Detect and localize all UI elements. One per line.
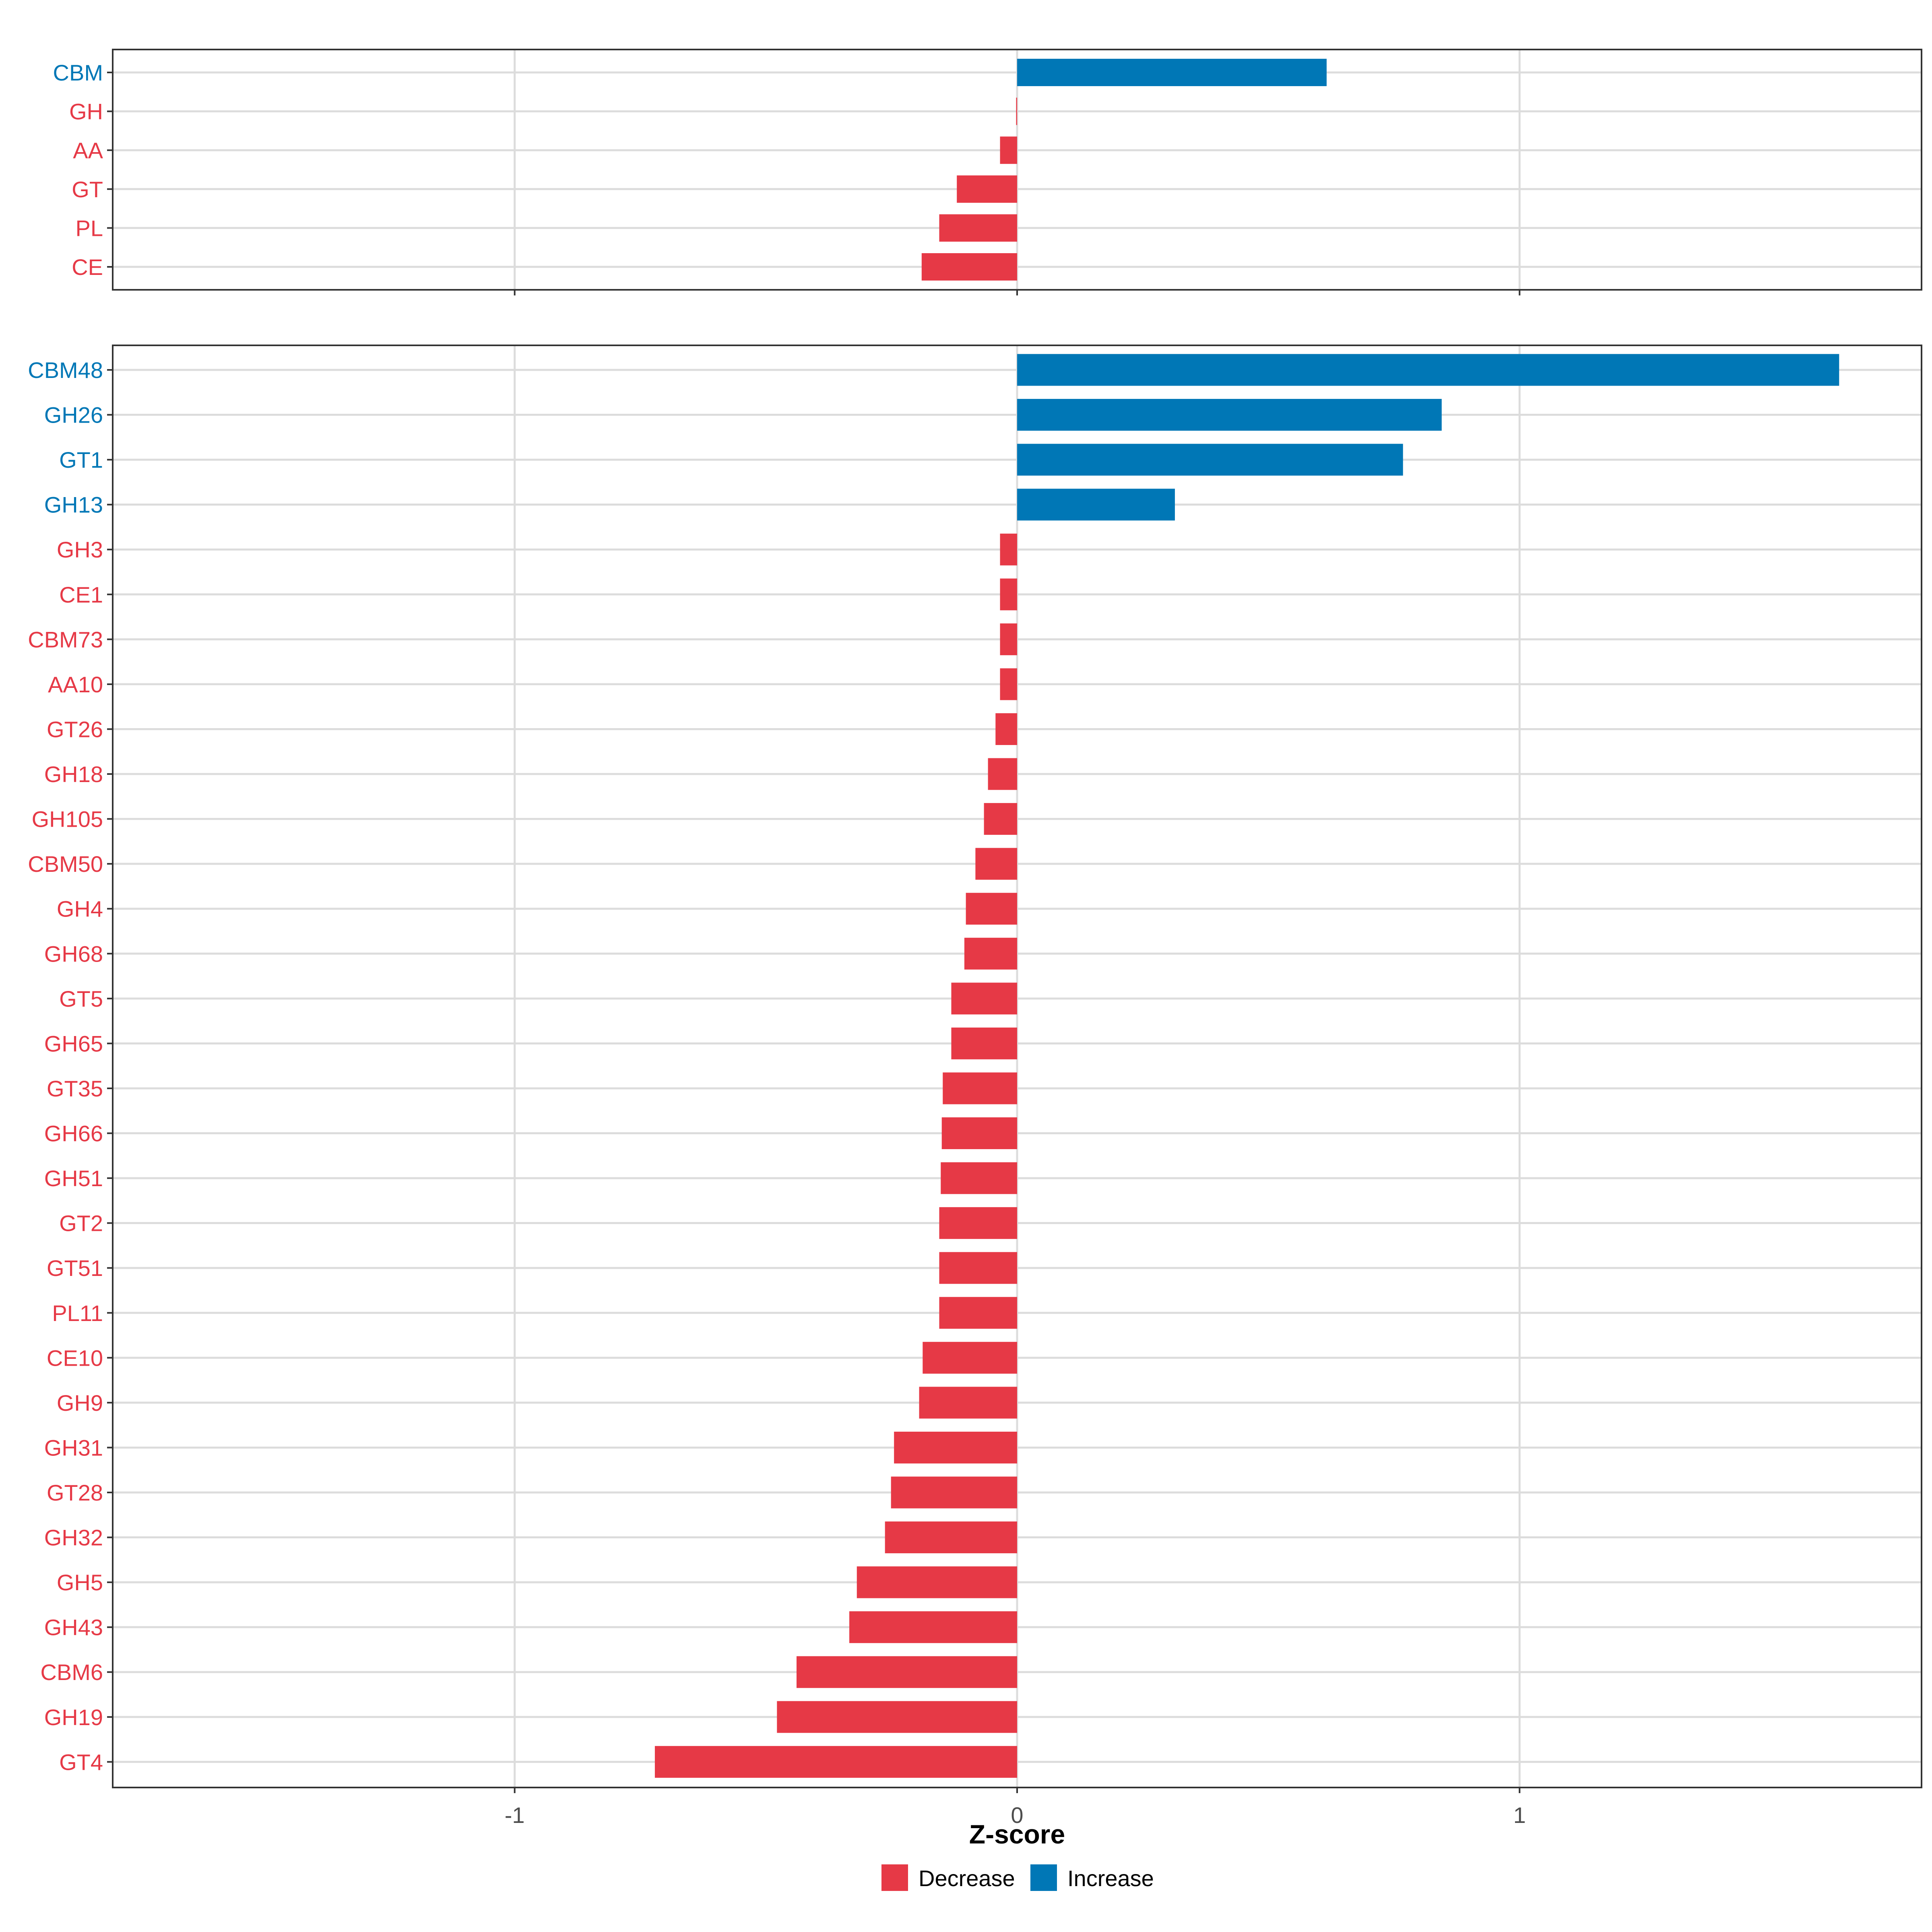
bar-GT28 bbox=[891, 1476, 1017, 1509]
bar-CE bbox=[921, 253, 1017, 281]
category-label: CE10 bbox=[47, 1345, 103, 1371]
bar-GT35 bbox=[943, 1072, 1017, 1104]
bar-GT5 bbox=[951, 983, 1017, 1015]
x-tick-label: -1 bbox=[505, 1802, 525, 1828]
bar-CBM48 bbox=[1017, 354, 1839, 386]
bar-GH68 bbox=[964, 937, 1017, 970]
bar-AA10 bbox=[1000, 668, 1017, 700]
category-label: GH18 bbox=[44, 762, 103, 787]
category-label: GH32 bbox=[44, 1525, 103, 1550]
bar-GH26 bbox=[1017, 399, 1442, 431]
x-tick-label: 0 bbox=[1011, 1802, 1023, 1828]
bar-GT51 bbox=[939, 1252, 1017, 1284]
legend: Decrease Increase bbox=[881, 1864, 1154, 1891]
category-label: GT bbox=[72, 177, 103, 202]
panel-class: CBM GH AA GT PL CE bbox=[53, 49, 1922, 295]
bar-GH31 bbox=[894, 1431, 1017, 1463]
x-tick-label: 1 bbox=[1513, 1802, 1526, 1828]
bar-GT1 bbox=[1017, 444, 1403, 476]
category-label: GH31 bbox=[44, 1435, 103, 1460]
bar-GH18 bbox=[988, 758, 1017, 790]
category-label: AA10 bbox=[48, 672, 103, 697]
category-label: GT28 bbox=[47, 1480, 103, 1505]
bar-GH51 bbox=[941, 1162, 1017, 1194]
category-label: GH19 bbox=[44, 1705, 103, 1730]
legend-label-increase: Increase bbox=[1067, 1866, 1154, 1891]
category-label: GH68 bbox=[44, 941, 103, 966]
bar-AA bbox=[1000, 136, 1017, 164]
category-label: GT2 bbox=[59, 1211, 103, 1236]
bar-GH3 bbox=[1000, 533, 1017, 566]
category-label: CE1 bbox=[59, 582, 103, 607]
panel-border bbox=[112, 49, 1922, 291]
category-label: GH5 bbox=[57, 1570, 103, 1595]
bar-GH4 bbox=[966, 893, 1017, 925]
bar-GT26 bbox=[995, 713, 1017, 745]
category-label: CBM6 bbox=[40, 1660, 103, 1685]
legend-label-decrease: Decrease bbox=[919, 1866, 1015, 1891]
category-label: GH4 bbox=[57, 896, 103, 922]
bar-GH66 bbox=[941, 1117, 1017, 1150]
bar-GH32 bbox=[885, 1521, 1017, 1554]
category-label: GH9 bbox=[57, 1390, 103, 1416]
bar-GT2 bbox=[939, 1207, 1017, 1239]
bar-GH19 bbox=[777, 1701, 1017, 1733]
bar-GT4 bbox=[654, 1746, 1017, 1778]
category-label: GH3 bbox=[57, 537, 103, 562]
category-label: GH66 bbox=[44, 1121, 103, 1146]
category-label: GH51 bbox=[44, 1166, 103, 1191]
category-label: GT26 bbox=[47, 716, 103, 742]
bar-CBM73 bbox=[1000, 623, 1017, 655]
category-label: GT51 bbox=[47, 1255, 103, 1281]
bar-PL11 bbox=[939, 1297, 1017, 1329]
bar-GH5 bbox=[857, 1566, 1017, 1598]
category-label: CE bbox=[72, 254, 103, 280]
bar-GH43 bbox=[849, 1611, 1017, 1643]
category-label: CBM48 bbox=[28, 357, 103, 383]
bar-GH105 bbox=[984, 803, 1017, 835]
category-label: CBM73 bbox=[28, 627, 103, 652]
bar-GH65 bbox=[951, 1027, 1017, 1059]
bar-GH bbox=[1016, 97, 1017, 125]
bar-PL bbox=[939, 214, 1017, 242]
category-label: GH105 bbox=[32, 807, 103, 832]
category-label: GT35 bbox=[47, 1076, 103, 1101]
bar-GT bbox=[957, 175, 1017, 203]
bar-CBM bbox=[1017, 59, 1327, 86]
category-label: CBM bbox=[53, 60, 103, 85]
panel-family: CBM48 GH26 GT1 GH13 GH3 CE1 CBM73 AA10 GT26 GH18 G… bbox=[28, 345, 1922, 1793]
category-label: GH bbox=[69, 99, 103, 124]
category-label: PL11 bbox=[52, 1300, 103, 1326]
panel-border bbox=[112, 345, 1922, 1788]
bar-GH9 bbox=[919, 1387, 1017, 1419]
category-label: GH65 bbox=[44, 1031, 103, 1056]
bar-CE10 bbox=[923, 1342, 1017, 1374]
bar-CBM6 bbox=[796, 1656, 1017, 1688]
chart-panels: CBM GH AA GT PL CE CBM48 GH26 GT1 GH13 GH3 CE1 CBM73… bbox=[28, 49, 1922, 1828]
category-label: GH26 bbox=[44, 402, 103, 428]
category-label: GT4 bbox=[59, 1749, 103, 1775]
bar-CBM50 bbox=[975, 848, 1017, 880]
x-axis-title: Z-score bbox=[969, 1819, 1065, 1849]
category-label: AA bbox=[73, 138, 103, 163]
bar-CE1 bbox=[1000, 578, 1017, 611]
legend-swatch-increase bbox=[1030, 1864, 1057, 1891]
bar-GH13 bbox=[1017, 489, 1175, 521]
category-label: GH13 bbox=[44, 492, 103, 518]
category-label: PL bbox=[76, 215, 103, 241]
category-label: GT5 bbox=[59, 986, 103, 1011]
category-label: GH43 bbox=[44, 1615, 103, 1640]
category-label: CBM50 bbox=[28, 851, 103, 877]
category-label: GT1 bbox=[59, 447, 103, 473]
legend-swatch-decrease bbox=[881, 1864, 908, 1891]
